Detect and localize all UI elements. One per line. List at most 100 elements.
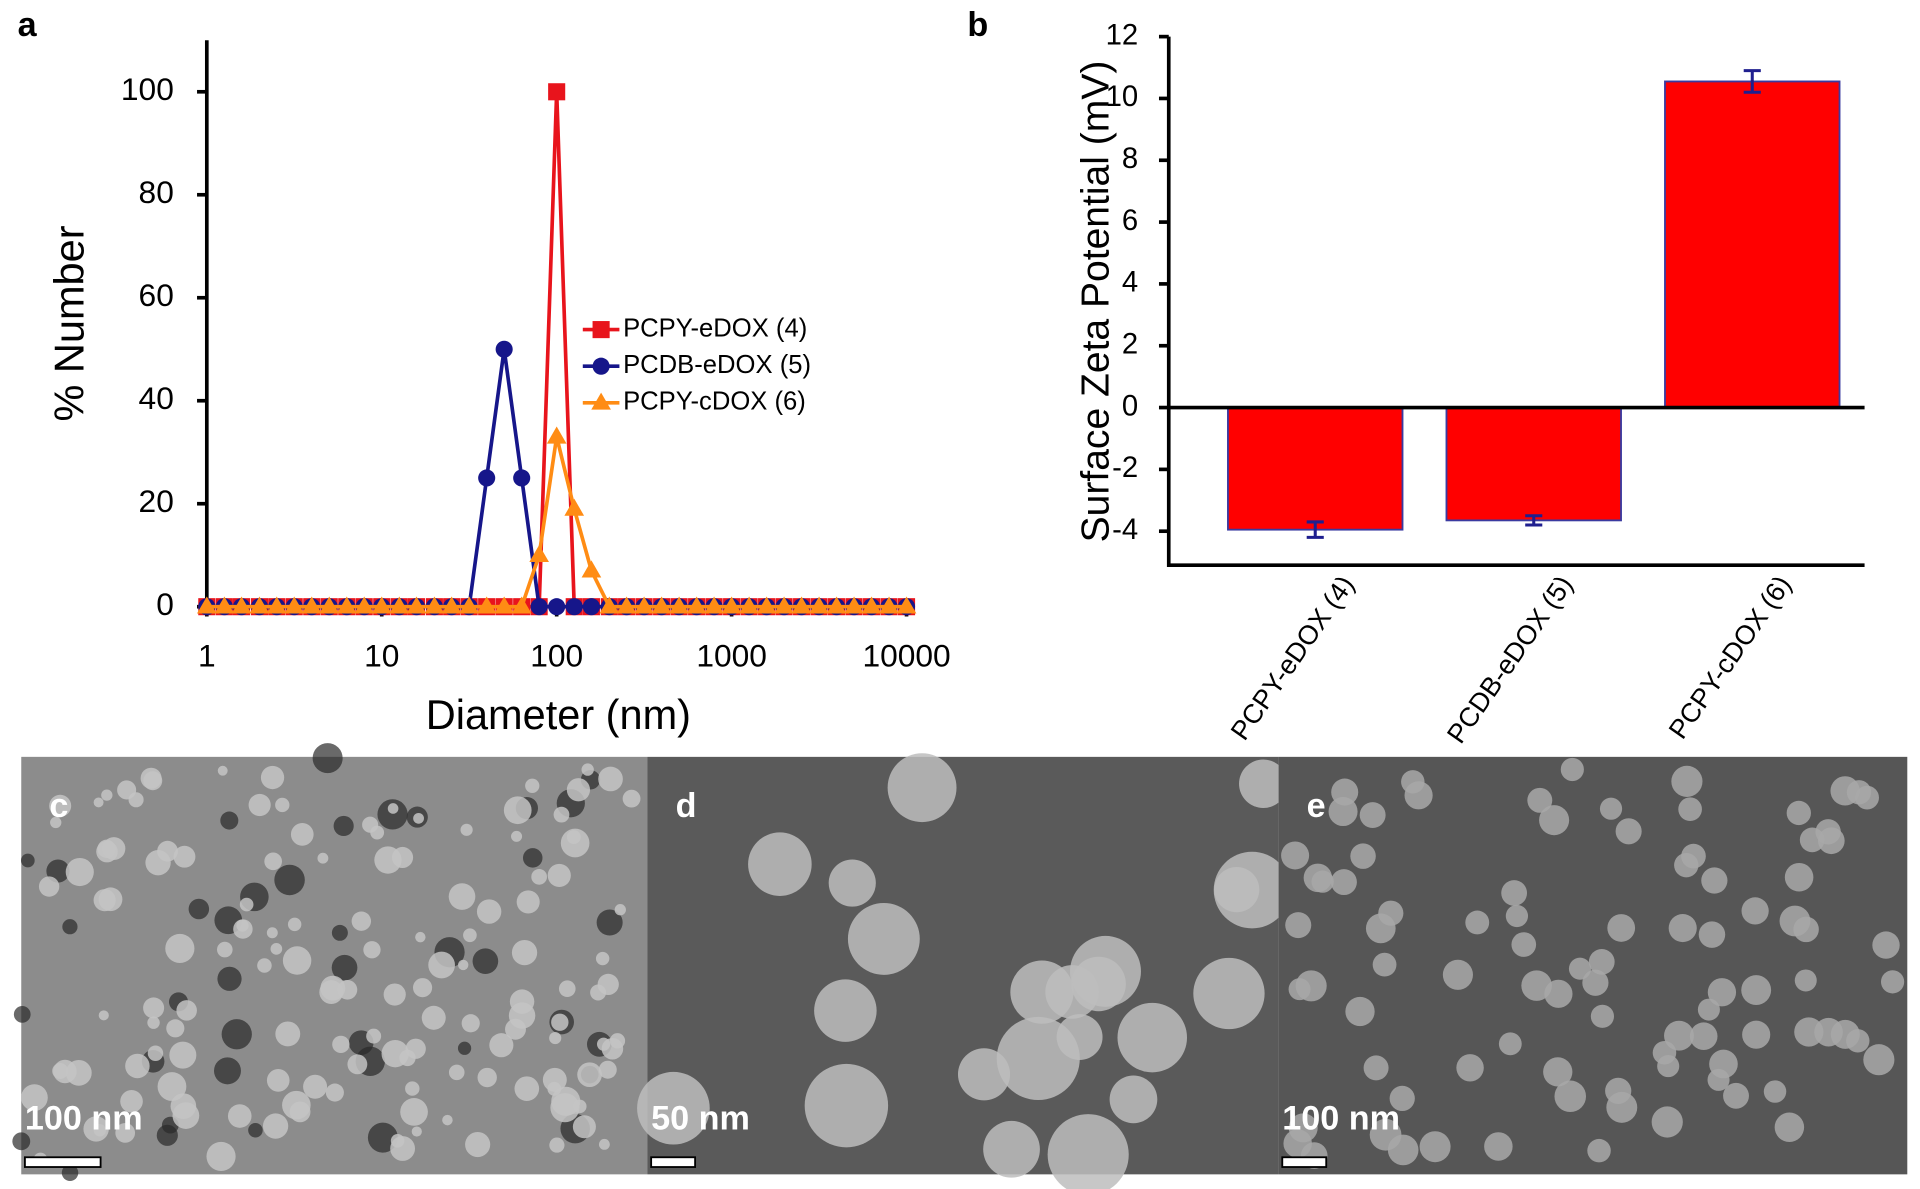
marker	[406, 596, 427, 614]
marker	[530, 598, 548, 616]
marker	[809, 596, 829, 614]
particle	[282, 946, 312, 975]
particle	[1786, 800, 1811, 826]
particle	[1698, 921, 1726, 948]
particle	[275, 797, 290, 813]
marker	[214, 596, 235, 614]
particle	[97, 839, 116, 858]
particle	[1330, 869, 1357, 896]
marker	[478, 469, 496, 487]
scale-bar	[1281, 1156, 1328, 1168]
marker	[511, 596, 532, 614]
particle	[566, 778, 591, 802]
dark-spot	[12, 1132, 31, 1151]
particle	[637, 1071, 710, 1145]
dark-spot	[312, 743, 343, 774]
particle	[463, 928, 477, 943]
y-tick-label: 6	[1122, 204, 1138, 237]
particle	[217, 765, 228, 776]
particle	[828, 859, 876, 907]
particle	[1794, 969, 1817, 992]
scale-bar-label: 100 nm	[1282, 1100, 1400, 1138]
particle	[531, 868, 547, 885]
particle	[595, 951, 610, 966]
particle	[248, 793, 271, 817]
particle	[38, 876, 60, 897]
y-tick-label: 10	[1106, 80, 1139, 113]
dark-spot	[331, 924, 348, 941]
particle	[1498, 1032, 1522, 1056]
marker	[756, 596, 777, 614]
marker	[591, 392, 611, 410]
scale-bar-label: 100 nm	[25, 1100, 143, 1138]
particle	[236, 919, 249, 932]
particle	[598, 1138, 610, 1150]
x-axis-label: Diameter (nm)	[426, 691, 691, 738]
particle	[1539, 805, 1570, 836]
panel-label: a	[18, 6, 38, 44]
particle	[390, 1136, 416, 1161]
particle	[547, 863, 571, 888]
particle	[49, 794, 72, 817]
axis	[1166, 36, 1865, 568]
particle	[411, 1126, 422, 1137]
particle	[1345, 996, 1375, 1027]
particle	[147, 1045, 164, 1061]
particle	[1741, 975, 1772, 1006]
particle	[516, 890, 540, 914]
marker	[616, 596, 637, 614]
particle	[165, 933, 195, 964]
y-tick-label: 0	[156, 586, 174, 622]
marker	[548, 598, 566, 616]
particle	[1784, 862, 1814, 892]
dark-spot	[248, 1122, 263, 1138]
x-tick-label: PCDB-eDOX (5)	[1441, 570, 1579, 748]
particle	[1387, 1134, 1419, 1166]
particle	[1779, 905, 1811, 937]
particle	[120, 1090, 143, 1113]
particle	[1056, 1014, 1103, 1061]
marker	[389, 596, 410, 614]
particle	[1465, 910, 1490, 935]
particle	[317, 852, 329, 864]
particle	[1664, 1020, 1694, 1051]
particle	[1590, 1004, 1615, 1028]
dark-spot	[367, 1122, 398, 1153]
particle	[169, 1041, 197, 1069]
particle	[176, 1000, 197, 1021]
particle	[1794, 1017, 1824, 1047]
particle	[573, 1099, 587, 1114]
particle	[1741, 897, 1769, 925]
particle	[448, 883, 476, 910]
particle	[1365, 913, 1396, 944]
x-tick-label: 1000	[696, 637, 767, 673]
marker	[196, 596, 217, 614]
particle	[1742, 1020, 1771, 1049]
particle	[413, 812, 424, 824]
particle	[387, 803, 399, 814]
marker	[441, 596, 462, 614]
particle	[1505, 904, 1529, 928]
micrograph	[637, 753, 1291, 1189]
particle	[287, 917, 302, 932]
particle	[1401, 770, 1425, 794]
y-tick-label: 0	[1122, 389, 1138, 422]
particle	[412, 978, 433, 998]
panel-label: c	[49, 787, 68, 825]
particle	[1303, 863, 1333, 893]
y-tick-label: 20	[139, 483, 174, 519]
series-line	[206, 436, 907, 609]
particle	[957, 1048, 1011, 1101]
particle	[260, 765, 285, 790]
particle	[262, 1113, 289, 1139]
particle	[289, 1101, 311, 1123]
marker	[686, 596, 707, 614]
particle	[1521, 970, 1552, 1001]
particle	[1582, 969, 1609, 996]
dark-spot	[188, 898, 210, 920]
y-tick-label: 60	[139, 277, 174, 313]
marker	[582, 598, 600, 616]
particle	[101, 789, 113, 801]
particle	[461, 1014, 480, 1033]
